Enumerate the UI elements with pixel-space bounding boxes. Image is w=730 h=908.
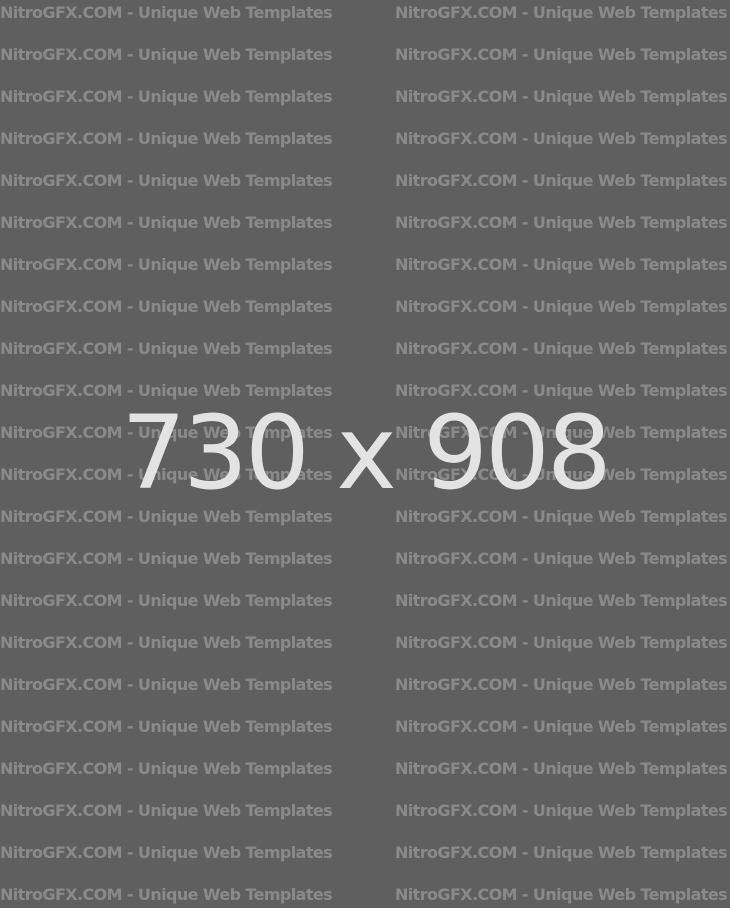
watermark-text: NitroGFX.COM - Unique Web Templates (395, 381, 728, 400)
watermark-text: NitroGFX.COM - Unique Web Templates (0, 465, 333, 484)
watermark-text: NitroGFX.COM - Unique Web Templates (0, 171, 333, 190)
watermark-row: NitroGFX.COM - Unique Web Templates Nitro… (0, 547, 730, 571)
watermark-text: NitroGFX.COM - Unique Web Templates (0, 339, 333, 358)
watermark-text: NitroGFX.COM - Unique Web Templates (0, 843, 333, 862)
watermark-text: NitroGFX.COM - Unique Web Templates (395, 87, 728, 106)
watermark-text: NitroGFX.COM - Unique Web Templates (0, 297, 333, 316)
watermark-row: NitroGFX.COM - Unique Web Templates Nitro… (0, 127, 730, 151)
watermark-text: NitroGFX.COM - Unique Web Templates (395, 885, 728, 904)
watermark-text: NitroGFX.COM - Unique Web Templates (0, 381, 333, 400)
watermark-text: NitroGFX.COM - Unique Web Templates (395, 633, 728, 652)
watermark-text: NitroGFX.COM - Unique Web Templates (395, 843, 728, 862)
watermark-row: NitroGFX.COM - Unique Web Templates Nitro… (0, 337, 730, 361)
watermark-text: NitroGFX.COM - Unique Web Templates (395, 297, 728, 316)
watermark-row: NitroGFX.COM - Unique Web Templates Nitro… (0, 631, 730, 655)
watermark-row: NitroGFX.COM - Unique Web Templates Nitro… (0, 757, 730, 781)
watermark-text: NitroGFX.COM - Unique Web Templates (0, 549, 333, 568)
watermark-text: NitroGFX.COM - Unique Web Templates (395, 339, 728, 358)
watermark-row: NitroGFX.COM - Unique Web Templates Nitro… (0, 421, 730, 445)
watermark-text: NitroGFX.COM - Unique Web Templates (0, 255, 333, 274)
watermark-row: NitroGFX.COM - Unique Web Templates Nitro… (0, 883, 730, 907)
watermark-text: NitroGFX.COM - Unique Web Templates (395, 717, 728, 736)
watermark-row: NitroGFX.COM - Unique Web Templates Nitro… (0, 589, 730, 613)
watermark-text: NitroGFX.COM - Unique Web Templates (0, 759, 333, 778)
watermark-row: NitroGFX.COM - Unique Web Templates Nitro… (0, 799, 730, 823)
watermark-text: NitroGFX.COM - Unique Web Templates (0, 3, 333, 22)
watermark-text: NitroGFX.COM - Unique Web Templates (395, 675, 728, 694)
watermark-text: NitroGFX.COM - Unique Web Templates (395, 255, 728, 274)
watermark-text: NitroGFX.COM - Unique Web Templates (0, 507, 333, 526)
watermark-text: NitroGFX.COM - Unique Web Templates (0, 633, 333, 652)
watermark-row: NitroGFX.COM - Unique Web Templates Nitro… (0, 43, 730, 67)
watermark-row: NitroGFX.COM - Unique Web Templates Nitro… (0, 295, 730, 319)
watermark-text: NitroGFX.COM - Unique Web Templates (395, 129, 728, 148)
watermark-text: NitroGFX.COM - Unique Web Templates (395, 759, 728, 778)
watermark-row: NitroGFX.COM - Unique Web Templates Nitro… (0, 1, 730, 25)
watermark-text: NitroGFX.COM - Unique Web Templates (0, 87, 333, 106)
watermark-row: NitroGFX.COM - Unique Web Templates Nitro… (0, 253, 730, 277)
watermark-row: NitroGFX.COM - Unique Web Templates Nitro… (0, 379, 730, 403)
watermark-text: NitroGFX.COM - Unique Web Templates (395, 591, 728, 610)
watermark-text: NitroGFX.COM - Unique Web Templates (395, 465, 728, 484)
watermark-row: NitroGFX.COM - Unique Web Templates Nitro… (0, 715, 730, 739)
watermark-row: NitroGFX.COM - Unique Web Templates Nitro… (0, 673, 730, 697)
watermark-text: NitroGFX.COM - Unique Web Templates (395, 171, 728, 190)
dimension-label: 730 x 908 (121, 394, 612, 513)
watermark-text: NitroGFX.COM - Unique Web Templates (0, 213, 333, 232)
watermark-text: NitroGFX.COM - Unique Web Templates (0, 801, 333, 820)
watermark-text: NitroGFX.COM - Unique Web Templates (0, 717, 333, 736)
watermark-text: NitroGFX.COM - Unique Web Templates (395, 507, 728, 526)
watermark-row: NitroGFX.COM - Unique Web Templates Nitro… (0, 505, 730, 529)
watermark-text: NitroGFX.COM - Unique Web Templates (395, 213, 728, 232)
watermark-row: NitroGFX.COM - Unique Web Templates Nitro… (0, 211, 730, 235)
watermark-text: NitroGFX.COM - Unique Web Templates (395, 423, 728, 442)
watermark-row: NitroGFX.COM - Unique Web Templates Nitro… (0, 841, 730, 865)
watermark-text: NitroGFX.COM - Unique Web Templates (395, 45, 728, 64)
watermark-row: NitroGFX.COM - Unique Web Templates Nitro… (0, 169, 730, 193)
watermark-row: NitroGFX.COM - Unique Web Templates Nitro… (0, 85, 730, 109)
watermark-text: NitroGFX.COM - Unique Web Templates (0, 129, 333, 148)
watermark-text: NitroGFX.COM - Unique Web Templates (0, 45, 333, 64)
watermark-text: NitroGFX.COM - Unique Web Templates (395, 549, 728, 568)
watermark-text: NitroGFX.COM - Unique Web Templates (0, 591, 333, 610)
watermark-text: NitroGFX.COM - Unique Web Templates (395, 3, 728, 22)
watermark-text: NitroGFX.COM - Unique Web Templates (0, 675, 333, 694)
watermark-row: NitroGFX.COM - Unique Web Templates Nitro… (0, 463, 730, 487)
watermark-text: NitroGFX.COM - Unique Web Templates (0, 885, 333, 904)
watermark-text: NitroGFX.COM - Unique Web Templates (395, 801, 728, 820)
watermark-text: NitroGFX.COM - Unique Web Templates (0, 423, 333, 442)
